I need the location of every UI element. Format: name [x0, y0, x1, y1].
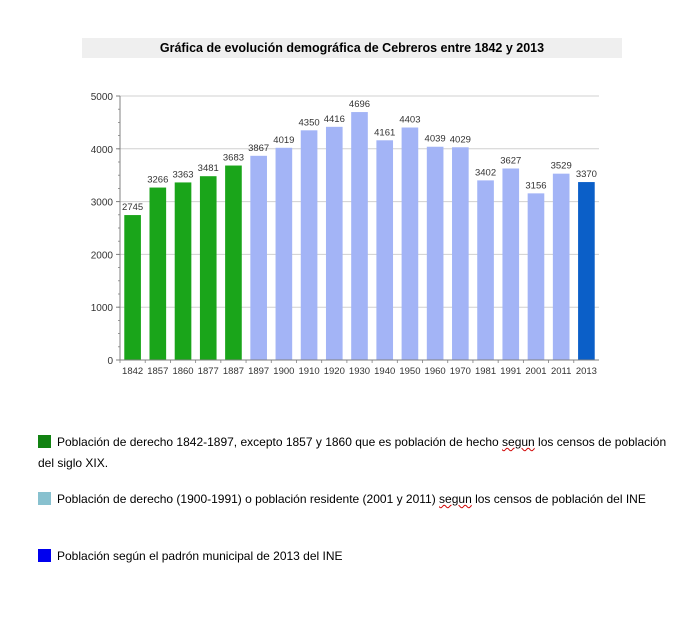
x-tick-label: 1877: [198, 366, 219, 377]
x-tick-label: 2013: [576, 366, 597, 377]
x-tick-label: 1920: [324, 366, 345, 377]
bar-1940: [376, 140, 394, 360]
value-label-1910: 4350: [299, 117, 320, 128]
value-label-1877: 3481: [198, 163, 219, 174]
legend-swatch-lightblue: [38, 492, 51, 505]
legend-swatch-green: [38, 435, 51, 448]
legend-item-lightblue: Población de derecho (1900-1991) o pobla…: [38, 489, 678, 510]
x-tick-label: 1857: [147, 366, 168, 377]
value-label-1940: 4161: [374, 127, 395, 138]
value-label-1920: 4416: [324, 114, 345, 125]
bar-1920: [325, 126, 343, 360]
bar-1991: [502, 168, 520, 360]
legend-item-blue: Población según el padrón municipal de 2…: [38, 546, 678, 567]
x-tick-label: 1950: [399, 366, 420, 377]
x-tick-label: 1981: [475, 366, 496, 377]
x-tick-label: 1970: [450, 366, 471, 377]
bar-1981: [477, 180, 494, 360]
legend-item-green: Población de derecho 1842-1897, excepto …: [38, 432, 678, 474]
bar-1900: [275, 147, 293, 360]
y-axis-ticks: 0 1000 2000 3000 4000 5000: [91, 92, 120, 367]
bar-1842: [124, 215, 141, 360]
y-tick-label: 0: [107, 356, 113, 367]
x-tick-label: 1887: [223, 366, 244, 377]
legend-text-green-end: los censos de población del siglo XIX.: [38, 435, 667, 470]
x-tick-label: 1991: [500, 366, 521, 377]
bar-1970: [452, 147, 469, 360]
value-label-1981: 3402: [475, 167, 496, 178]
y-tick-label: 4000: [91, 145, 114, 156]
x-tick-label: 1842: [122, 366, 143, 377]
bar-1897: [250, 155, 267, 360]
legend-text-lightblue-end: los censos de población del INE: [471, 492, 646, 506]
bars: [124, 112, 595, 360]
chart-title: Gráfica de evolución demográfica de Cebr…: [82, 38, 622, 58]
value-label-1900: 4019: [273, 135, 294, 146]
bar-2011: [552, 173, 570, 360]
y-tick-label: 3000: [91, 198, 114, 209]
y-tick-label: 1000: [91, 303, 114, 314]
y-tick-label: 5000: [91, 92, 114, 103]
value-label-2013: 3370: [576, 169, 597, 180]
value-label-1991: 3627: [500, 155, 521, 166]
bar-1887: [225, 165, 242, 360]
bar-1960: [426, 146, 444, 360]
value-label-1842: 2745: [122, 202, 143, 213]
x-tick-label: 1960: [425, 366, 446, 377]
spellcheck-word: segun: [502, 435, 535, 449]
value-label-1897: 3867: [248, 143, 269, 154]
x-axis-ticks: 1842 1857 1860 1877 1887 1897 1900 1910 1920 1930…: [119, 360, 597, 377]
value-label-1887: 3683: [223, 153, 244, 164]
value-label-1930: 4696: [349, 99, 370, 110]
legend-text-green: Población de derecho 1842-1897, excepto …: [57, 435, 503, 449]
spellcheck-word: segun: [439, 492, 472, 506]
bar-1950: [401, 127, 419, 360]
value-label-1860: 3363: [172, 169, 193, 180]
bar-2001: [527, 193, 545, 360]
value-label-1950: 4403: [399, 115, 420, 126]
value-label-2001: 3156: [525, 180, 546, 191]
value-label-2011: 3529: [551, 161, 572, 172]
x-tick-label: 1900: [273, 366, 294, 377]
bar-2013: [578, 182, 595, 360]
bar-1930: [351, 112, 368, 360]
legend-text-blue: Población según el padrón municipal de 2…: [57, 549, 343, 563]
x-tick-label: 1930: [349, 366, 370, 377]
x-tick-label: 1940: [374, 366, 395, 377]
value-label-1857: 3266: [147, 175, 168, 186]
bar-1877: [199, 176, 217, 360]
bar-1860: [174, 182, 192, 360]
x-tick-label: 1897: [248, 366, 269, 377]
value-label-1970: 4029: [450, 134, 471, 145]
y-tick-label: 2000: [91, 250, 114, 261]
x-tick-label: 2011: [551, 366, 571, 377]
bar-1910: [300, 130, 318, 360]
legend-swatch-blue: [38, 549, 51, 562]
x-tick-label: 2001: [525, 366, 546, 377]
x-tick-label: 1910: [299, 366, 320, 377]
x-tick-label: 1860: [172, 366, 193, 377]
value-label-1960: 4039: [425, 134, 446, 145]
bar-1857: [149, 187, 167, 360]
bar-chart: 0 1000 2000 3000 4000 5000 2745 3266 3363 3481 36…: [91, 92, 599, 377]
value-labels: 2745 3266 3363 3481 3683 3867 4019 4350 4416 4696…: [122, 99, 597, 213]
legend-text-lightblue: Población de derecho (1900-1991) o pobla…: [57, 492, 440, 506]
